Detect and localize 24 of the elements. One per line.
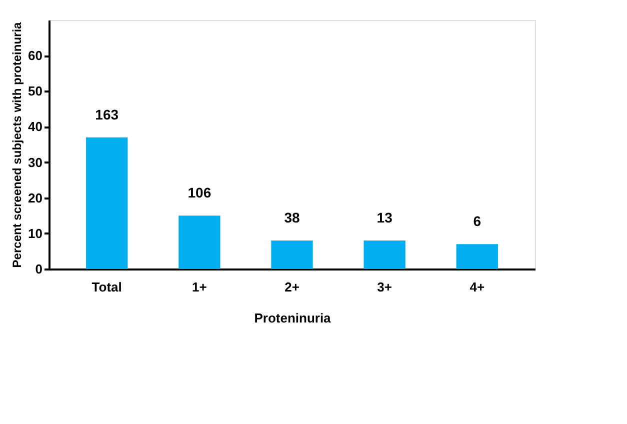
annotation: 13 bbox=[376, 210, 393, 226]
annotation: 38 bbox=[284, 210, 300, 226]
y-axis-title: Percent screened subjects with proteinuria bbox=[10, 22, 24, 268]
x-tick-label: 3+ bbox=[377, 280, 392, 294]
bar bbox=[364, 240, 406, 269]
y-tick-label: 0 bbox=[35, 262, 42, 276]
bar bbox=[86, 137, 128, 269]
y-tick-label: 50 bbox=[28, 84, 42, 99]
x-tick-label: 4+ bbox=[470, 280, 485, 294]
y-tick-label: 40 bbox=[28, 119, 42, 134]
annotation: 163 bbox=[95, 106, 119, 122]
annotation: 106 bbox=[188, 184, 212, 201]
x-axis-title: Proteninuria bbox=[254, 310, 332, 326]
bar bbox=[456, 244, 498, 269]
y-tick-label: 10 bbox=[28, 226, 42, 241]
bar bbox=[271, 240, 313, 269]
x-tick-label: 1+ bbox=[192, 280, 208, 294]
y-tick-label: 30 bbox=[28, 154, 42, 170]
bar bbox=[178, 216, 220, 269]
annotation: 6 bbox=[473, 213, 482, 230]
x-tick-label: Total bbox=[92, 280, 122, 294]
x-tick-label: 2+ bbox=[284, 280, 300, 294]
y-tick-label: 60 bbox=[28, 48, 42, 64]
y-tick-label: 20 bbox=[28, 190, 42, 206]
